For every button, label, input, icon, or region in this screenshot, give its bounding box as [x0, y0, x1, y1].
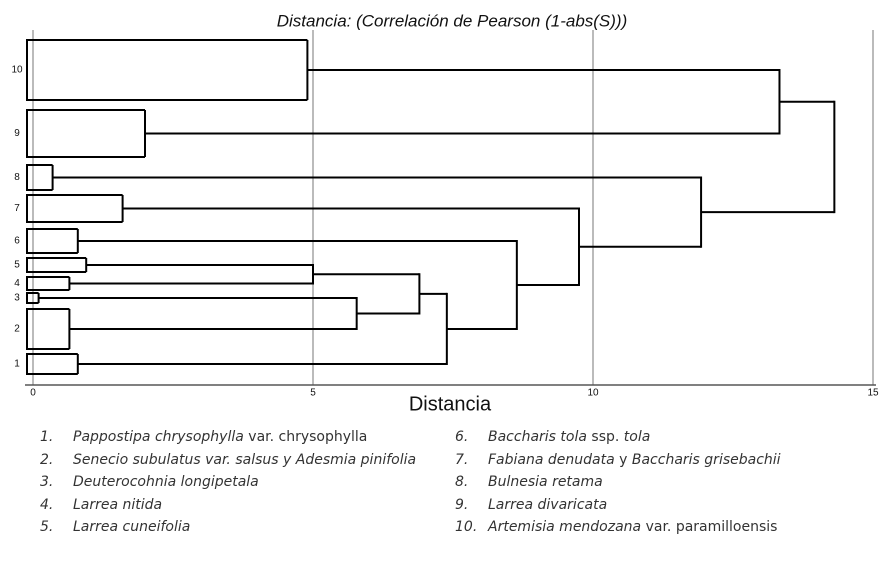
x-tick-label: 0 — [30, 388, 36, 399]
leaf-box — [26, 228, 78, 254]
legend-part: Bulnesia retama — [488, 474, 603, 490]
legend-left: 1. Pappostipa chrysophylla var. chrysophy… — [40, 426, 430, 539]
legend-part: Artemisia mendozana — [488, 519, 642, 535]
leaf-label: 1 — [14, 359, 20, 370]
chart-title: Distancia: (Correlación de Pearson (1-ab… — [277, 11, 628, 30]
legend-part: Larrea divaricata — [488, 496, 608, 513]
legend-part: Baccharis grisebachii — [631, 451, 781, 468]
legend-number: 1. — [40, 429, 54, 445]
leaf-label: 2 — [14, 324, 20, 335]
legend-part: tola — [623, 429, 651, 445]
legend-text: Larrea cuneifolia — [73, 516, 190, 539]
legend-part: var. paramilloensis — [645, 519, 778, 535]
leaf-box — [26, 164, 53, 191]
leaf-box — [26, 109, 145, 158]
leaf-box — [26, 353, 78, 375]
legend-part: ssp. — [591, 429, 620, 445]
legend-number: 6. — [455, 429, 469, 445]
leaf-box — [26, 308, 70, 350]
leaf-box — [26, 276, 70, 291]
legend-text: Baccharis tola ssp. tola — [488, 426, 650, 449]
chart: Distancia: (Correlación de Pearson (1-ab… — [11, 11, 879, 415]
legend-part: Fabiana denudata — [488, 451, 615, 468]
legend-text: Deuterocohnia longipetala — [73, 471, 259, 494]
legend-text: Artemisia mendozana var. paramilloensis — [488, 516, 777, 539]
legend-item: 2. Senecio subulatus var. salsus y Adesmi… — [40, 449, 430, 472]
legend-number: 7. — [455, 451, 469, 468]
leaf-box — [26, 257, 87, 273]
x-tick-label: 5 — [310, 388, 316, 399]
legend-item: 8. Bulnesia retama — [455, 471, 875, 494]
legend-number: 9. — [455, 496, 469, 513]
leaf-label: 8 — [14, 172, 20, 183]
legend-part: Larrea cuneifolia — [73, 519, 191, 535]
x-axis-label: Distancia — [409, 393, 492, 415]
legend-part: Larrea nitida — [73, 496, 163, 513]
x-tick-label: 15 — [867, 388, 879, 399]
legend-item: 9. Larrea divaricata — [455, 494, 875, 517]
legend-item: 7. Fabiana denudata y Baccharis grisebach… — [455, 449, 875, 472]
legend-part: var. chrysophylla — [248, 429, 368, 445]
legend-item: 6. Baccharis tola ssp. tola — [455, 426, 875, 449]
legend-number: 2. — [40, 451, 54, 468]
x-tick-label: 10 — [587, 388, 599, 399]
legend-text: Senecio subulatus var. salsus y Adesmia … — [73, 449, 416, 472]
legend-part: Baccharis tola — [488, 429, 587, 445]
legend-text: Larrea divaricata — [488, 494, 607, 517]
leaf-label: 10 — [11, 65, 23, 76]
legend-item: 1. Pappostipa chrysophylla var. chrysophy… — [40, 426, 430, 449]
legend-text: Larrea nitida — [73, 494, 162, 517]
legend-part: Deuterocohnia longipetala — [73, 474, 259, 490]
leaf-label: 6 — [14, 236, 20, 247]
legend-number: 10. — [455, 519, 478, 535]
legend-number: 5. — [40, 519, 54, 535]
legend-item: 10. Artemisia mendozana var. paramilloens… — [455, 516, 875, 539]
leaf-box — [26, 39, 308, 101]
leaf-label: 5 — [14, 260, 20, 271]
legend-number: 8. — [455, 474, 469, 490]
leaf-label: 3 — [14, 293, 20, 304]
legend-item: 5. Larrea cuneifolia — [40, 516, 430, 539]
leaf-box — [26, 194, 123, 223]
legend-text: Pappostipa chrysophylla var. chrysophyll… — [73, 426, 367, 449]
legend-part: Senecio subulatus var. salsus y Adesmia … — [73, 451, 417, 468]
legend-part: y — [619, 451, 628, 468]
leaf-box — [26, 292, 39, 304]
legend-text: Bulnesia retama — [488, 471, 603, 494]
legend-number: 4. — [40, 496, 54, 513]
leaf-label: 4 — [14, 278, 20, 289]
legend-right: 6. Baccharis tola ssp. tola 7. Fabiana denu… — [455, 426, 875, 539]
legend-item: 3. Deuterocohnia longipetala — [40, 471, 430, 494]
legend-number: 3. — [40, 474, 54, 490]
leaf-label: 9 — [14, 128, 20, 139]
legend-part: Pappostipa chrysophylla — [73, 429, 244, 445]
legend-item: 4. Larrea nitida — [40, 494, 430, 517]
legend-text: Fabiana denudata y Baccharis grisebachii — [488, 449, 781, 472]
leaf-label: 7 — [14, 203, 20, 214]
